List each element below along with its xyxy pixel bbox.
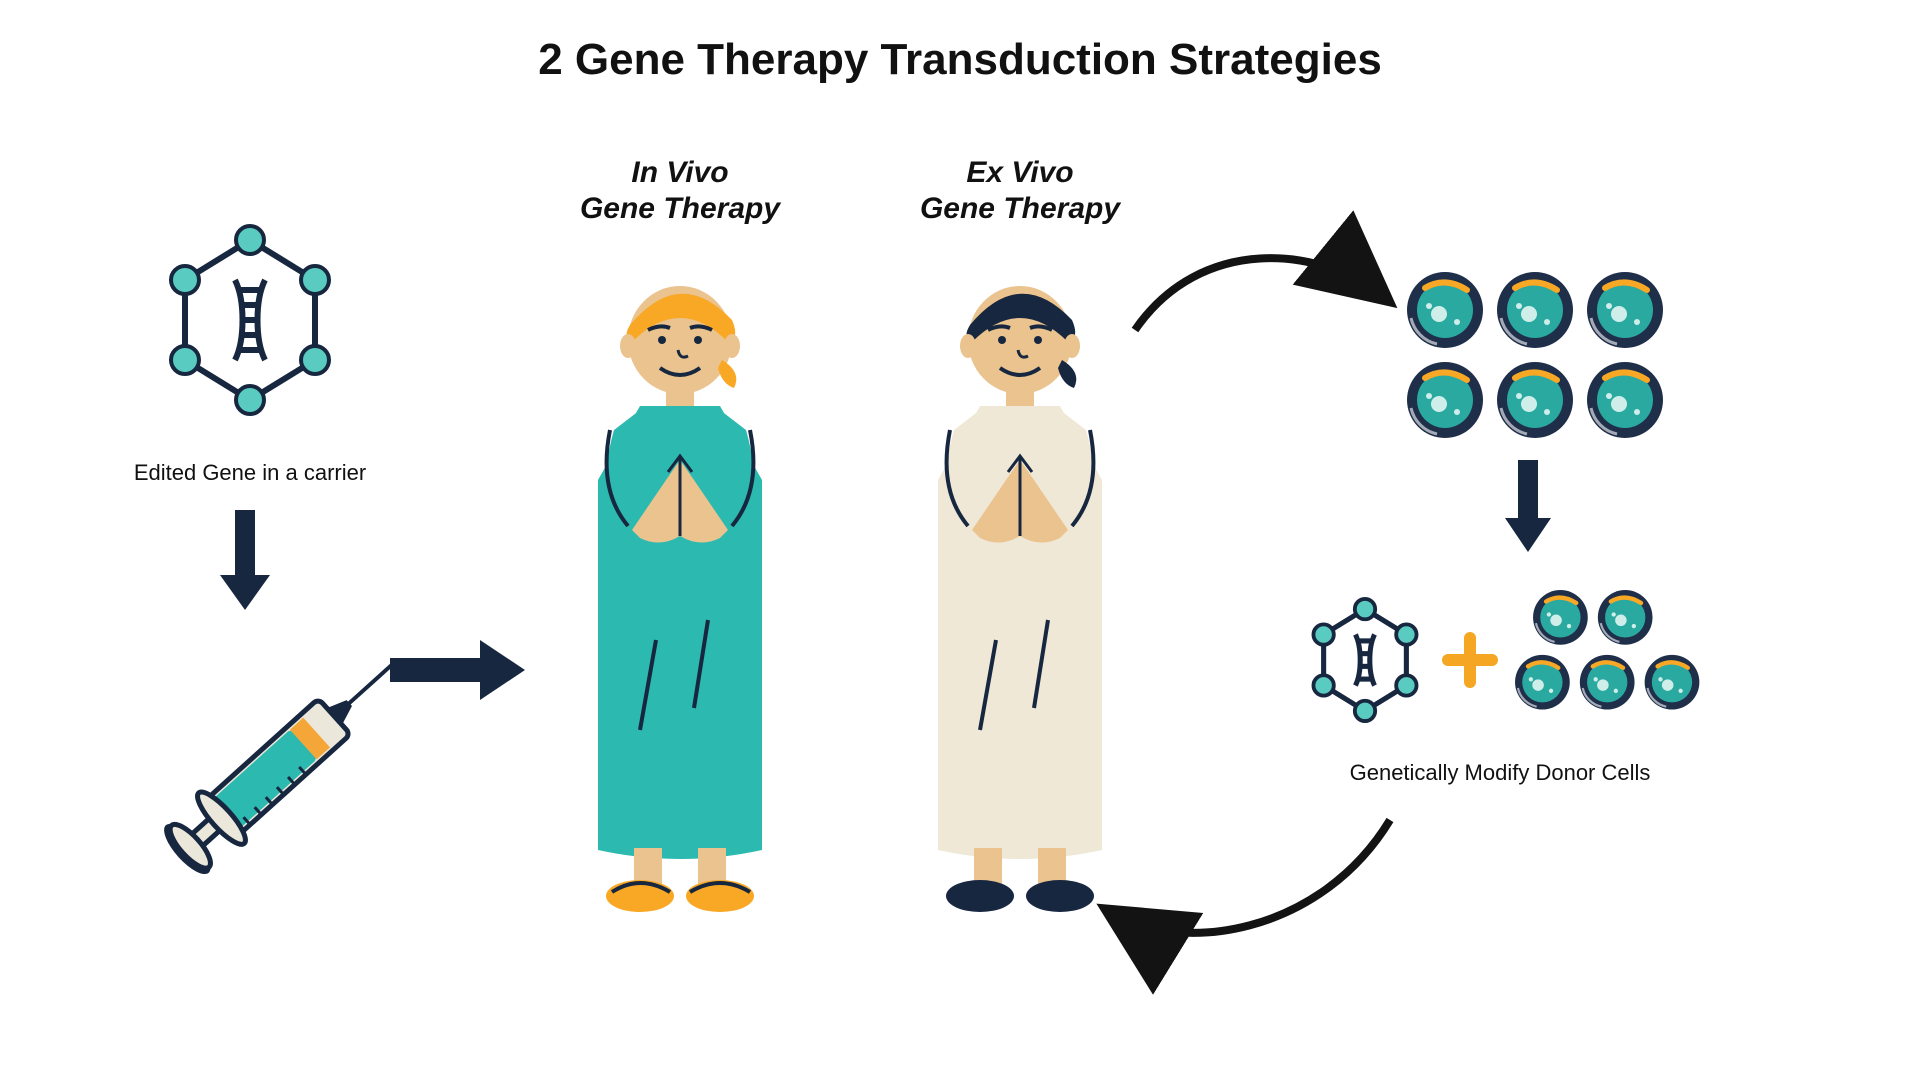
patient-in-vivo-icon bbox=[540, 260, 820, 960]
syringe-icon bbox=[115, 610, 435, 930]
patient-ex-vivo-icon bbox=[880, 260, 1160, 960]
cell-cluster-top-icon bbox=[1400, 265, 1700, 455]
infographic-stage: 2 Gene Therapy Transduction Strategies I… bbox=[0, 0, 1920, 1080]
cell-cluster-mid-icon bbox=[1510, 585, 1720, 730]
